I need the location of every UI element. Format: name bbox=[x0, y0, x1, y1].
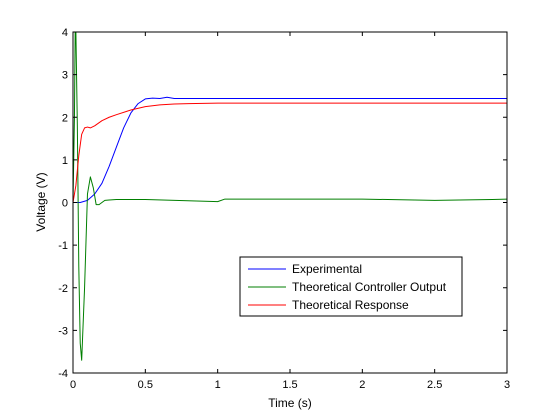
y-tick-label: -4 bbox=[58, 368, 68, 380]
y-tick-label: 4 bbox=[62, 27, 68, 39]
series-line-experimental bbox=[73, 96, 507, 203]
y-tick-label: 3 bbox=[62, 70, 68, 82]
series-line-theoretical-response bbox=[73, 102, 507, 203]
y-tick-label: 0 bbox=[62, 198, 68, 210]
legend-label-theoretical-response: Theoretical Response bbox=[292, 298, 409, 312]
y-tick-label: 1 bbox=[62, 155, 68, 167]
x-tick-label: 0.5 bbox=[138, 379, 153, 391]
x-tick-label: 1.5 bbox=[282, 379, 297, 391]
x-tick-label: 2.5 bbox=[427, 379, 442, 391]
y-tick-label: -1 bbox=[58, 240, 68, 252]
x-tick-label: 0 bbox=[70, 379, 76, 391]
x-tick-label: 1 bbox=[215, 379, 221, 391]
y-tick-label: -3 bbox=[58, 325, 68, 337]
y-tick-label: 2 bbox=[62, 112, 68, 124]
x-tick-label: 3 bbox=[504, 379, 510, 391]
y-tick-label: -2 bbox=[58, 283, 68, 295]
legend: Experimental Theoretical Controller Outpu… bbox=[239, 256, 463, 317]
series-line-theoretical-controller-output bbox=[73, 32, 507, 361]
legend-label-experimental: Experimental bbox=[292, 262, 362, 276]
series-layer bbox=[73, 32, 507, 361]
y-axis-label: Voltage (V) bbox=[34, 172, 48, 231]
x-tick-label: 2 bbox=[359, 379, 365, 391]
x-axis-label: Time (s) bbox=[268, 396, 312, 410]
tick-layer: 0 0.5 1 1.5 2 2.5 3 -4 -3 -2 -1 0 1 2 3 4 bbox=[58, 27, 510, 391]
legend-label-theoretical-controller-output: Theoretical Controller Output bbox=[292, 280, 447, 294]
plot-area bbox=[73, 32, 507, 373]
